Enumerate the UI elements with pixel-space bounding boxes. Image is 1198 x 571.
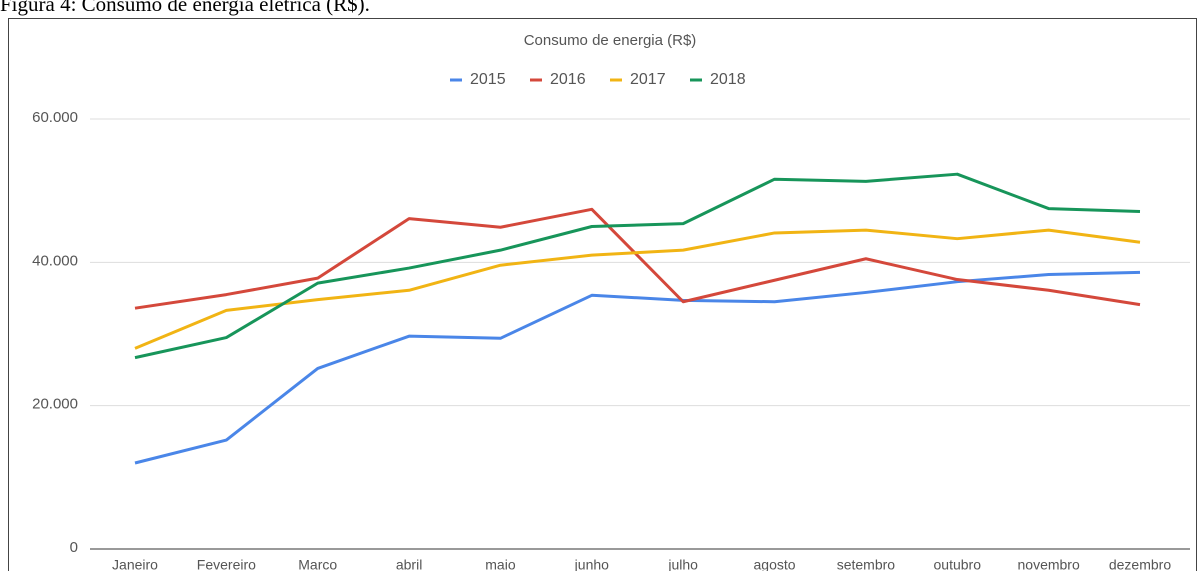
y-tick-label: 20.000	[32, 396, 78, 413]
x-tick-label: agosto	[754, 557, 796, 571]
x-tick-label: junho	[574, 557, 609, 571]
y-tick-label: 0	[70, 539, 78, 556]
x-tick-label: maio	[485, 557, 516, 571]
x-tick-label: setembro	[837, 557, 896, 571]
legend-label: 2015	[470, 71, 506, 88]
x-tick-label: Marco	[298, 557, 337, 571]
x-tick-label: Janeiro	[112, 557, 158, 571]
legend-label: 2016	[550, 71, 586, 88]
x-tick-label: dezembro	[1109, 557, 1171, 571]
line-series	[134, 228, 1141, 350]
x-tick-label: novembro	[1018, 557, 1080, 571]
line-series	[134, 207, 1141, 310]
chart-title: Consumo de energia (R$)	[524, 32, 697, 49]
line-series	[134, 172, 1141, 360]
chart-border	[8, 18, 1197, 571]
legend-label: 2018	[710, 71, 746, 88]
x-tick-label: abril	[396, 557, 422, 571]
x-tick-label: Fevereiro	[197, 557, 256, 571]
x-tick-label: outubro	[934, 557, 982, 571]
x-tick-label: julho	[667, 557, 698, 571]
legend-label: 2017	[630, 71, 666, 88]
caption: Figura 4: Consumo de energia elétrica (R…	[0, 0, 370, 16]
y-tick-label: 60.000	[32, 109, 78, 126]
y-tick-label: 40.000	[32, 252, 78, 269]
